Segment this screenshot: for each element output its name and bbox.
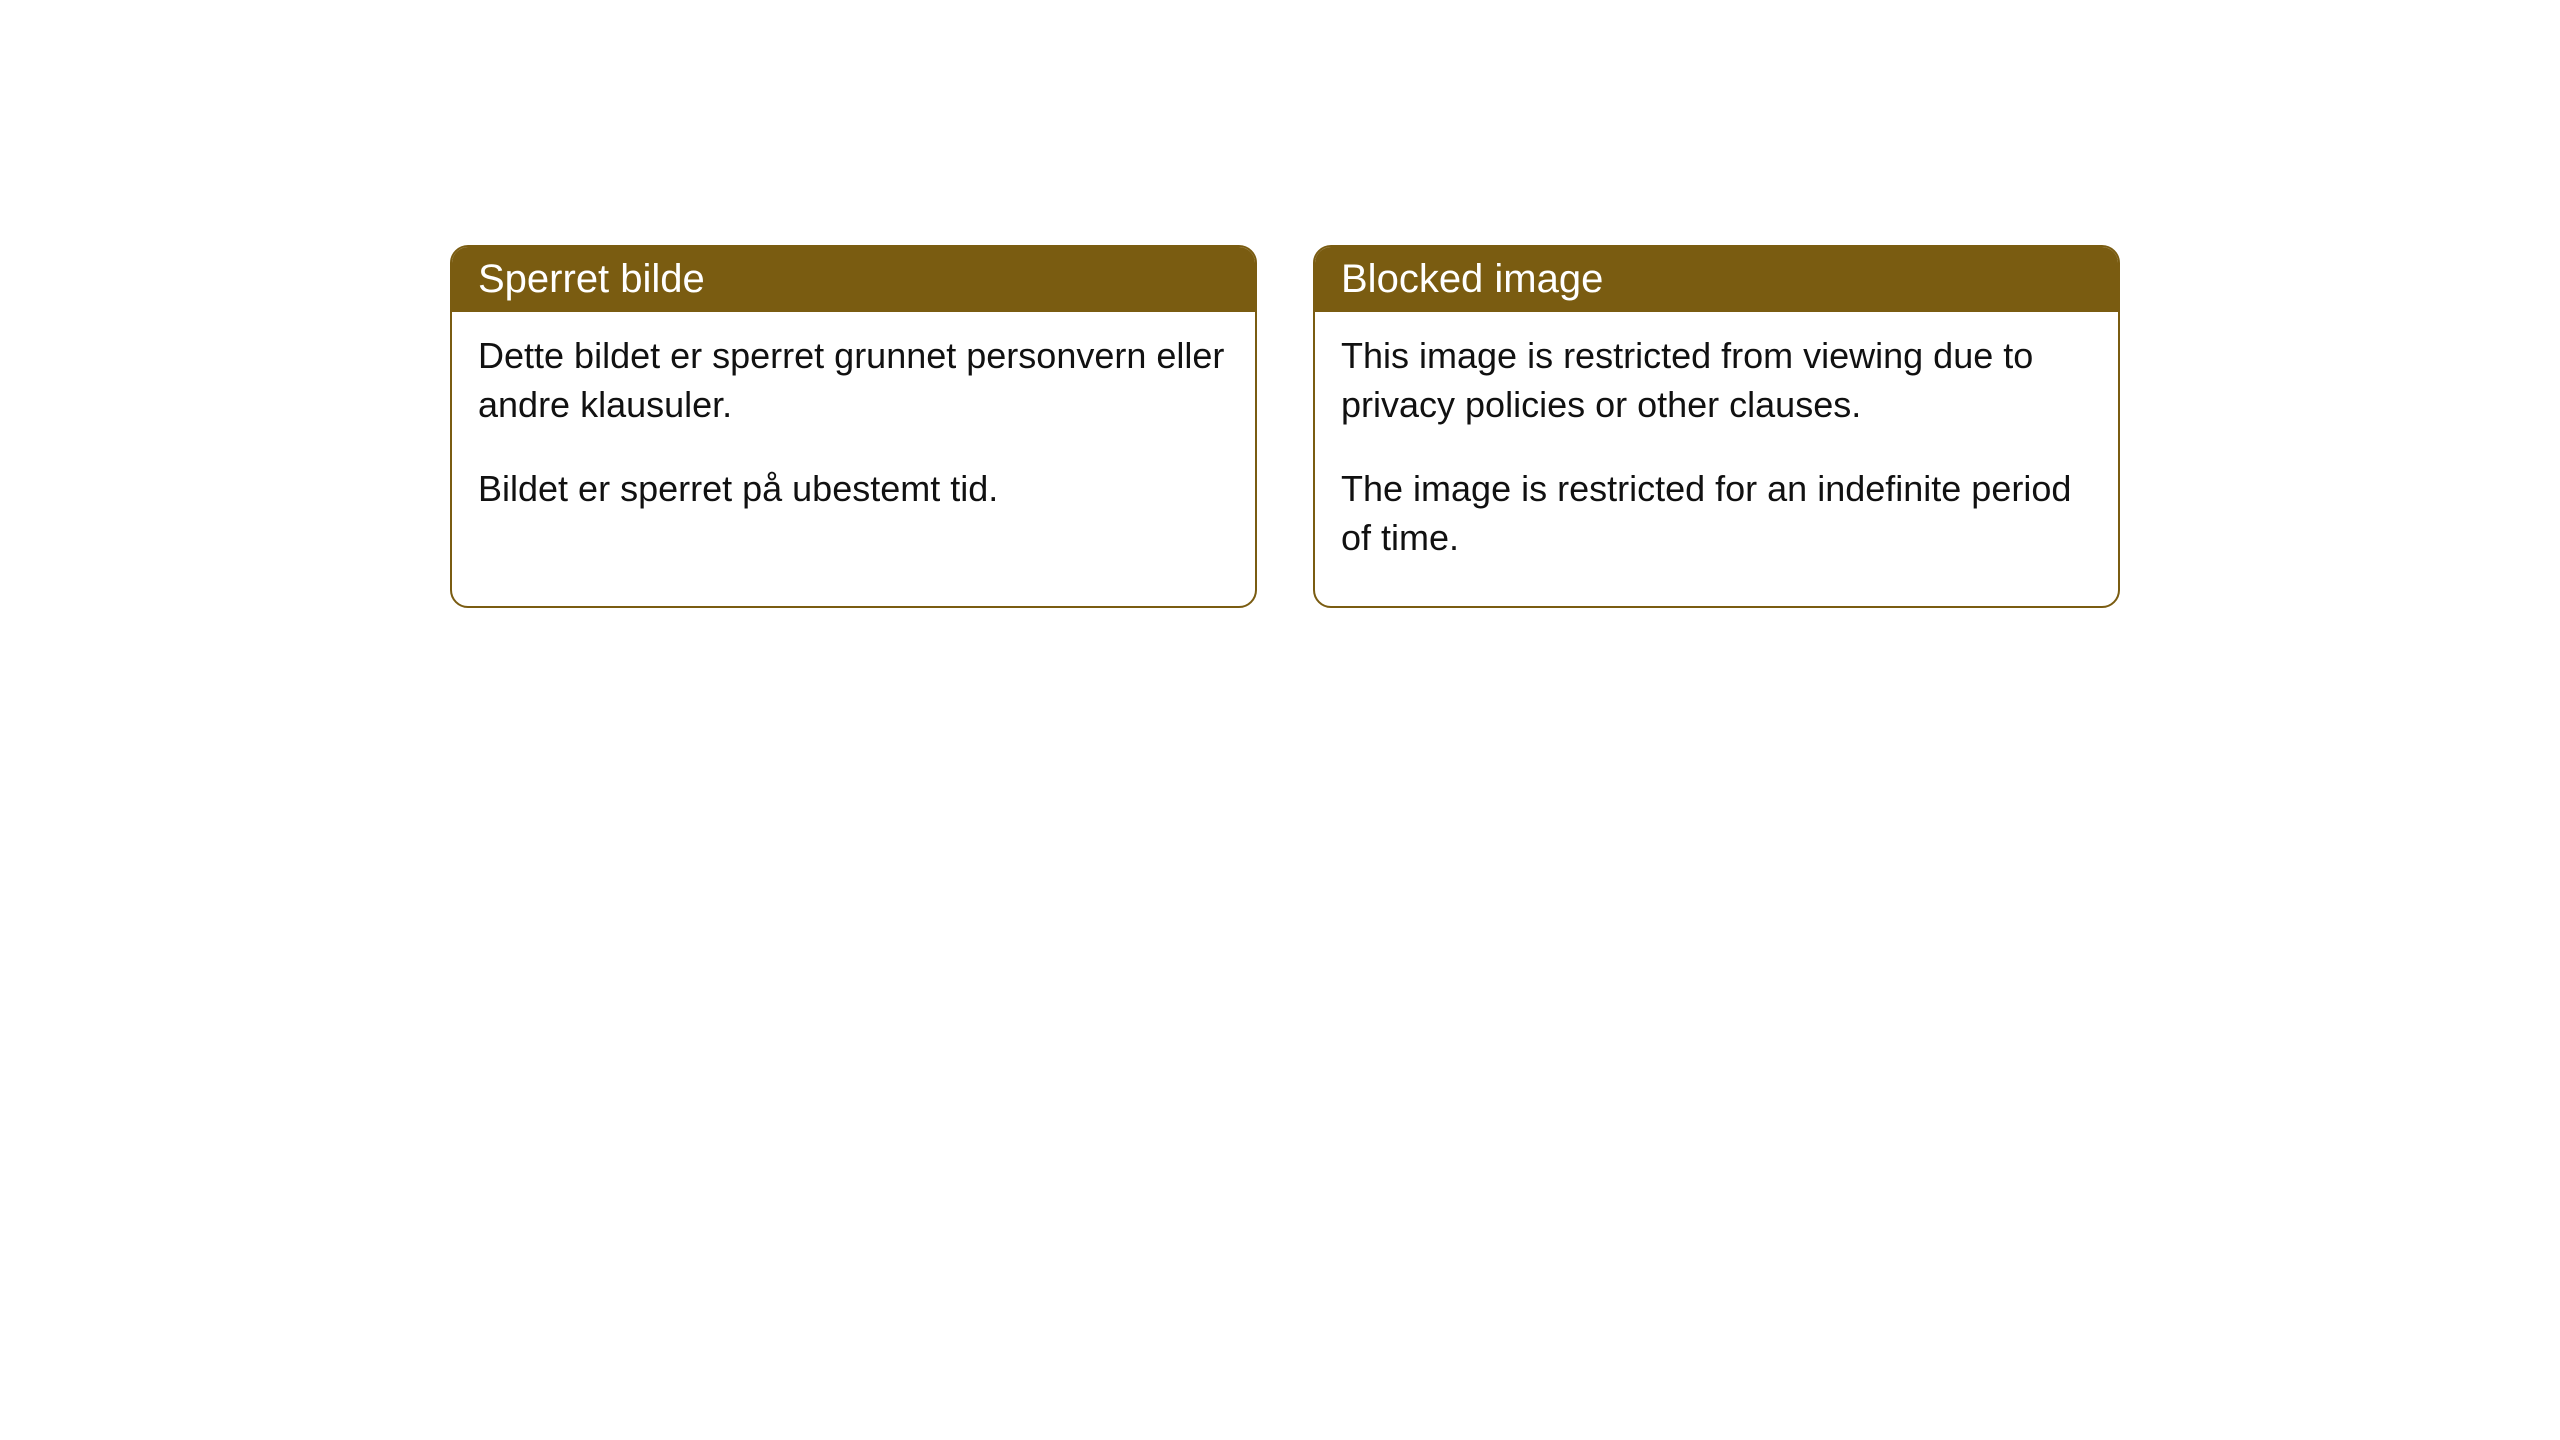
notice-card-english: Blocked image This image is restricted f… (1313, 245, 2120, 608)
card-title: Sperret bilde (478, 257, 705, 301)
card-body: Dette bildet er sperret grunnet personve… (452, 312, 1255, 558)
card-body: This image is restricted from viewing du… (1315, 312, 2118, 606)
card-paragraph: The image is restricted for an indefinit… (1341, 465, 2092, 562)
card-header: Sperret bilde (452, 247, 1255, 312)
card-paragraph: This image is restricted from viewing du… (1341, 332, 2092, 429)
card-header: Blocked image (1315, 247, 2118, 312)
notice-card-norwegian: Sperret bilde Dette bildet er sperret gr… (450, 245, 1257, 608)
card-paragraph: Bildet er sperret på ubestemt tid. (478, 465, 1229, 514)
card-title: Blocked image (1341, 257, 1603, 301)
notice-cards-container: Sperret bilde Dette bildet er sperret gr… (450, 245, 2120, 608)
card-paragraph: Dette bildet er sperret grunnet personve… (478, 332, 1229, 429)
